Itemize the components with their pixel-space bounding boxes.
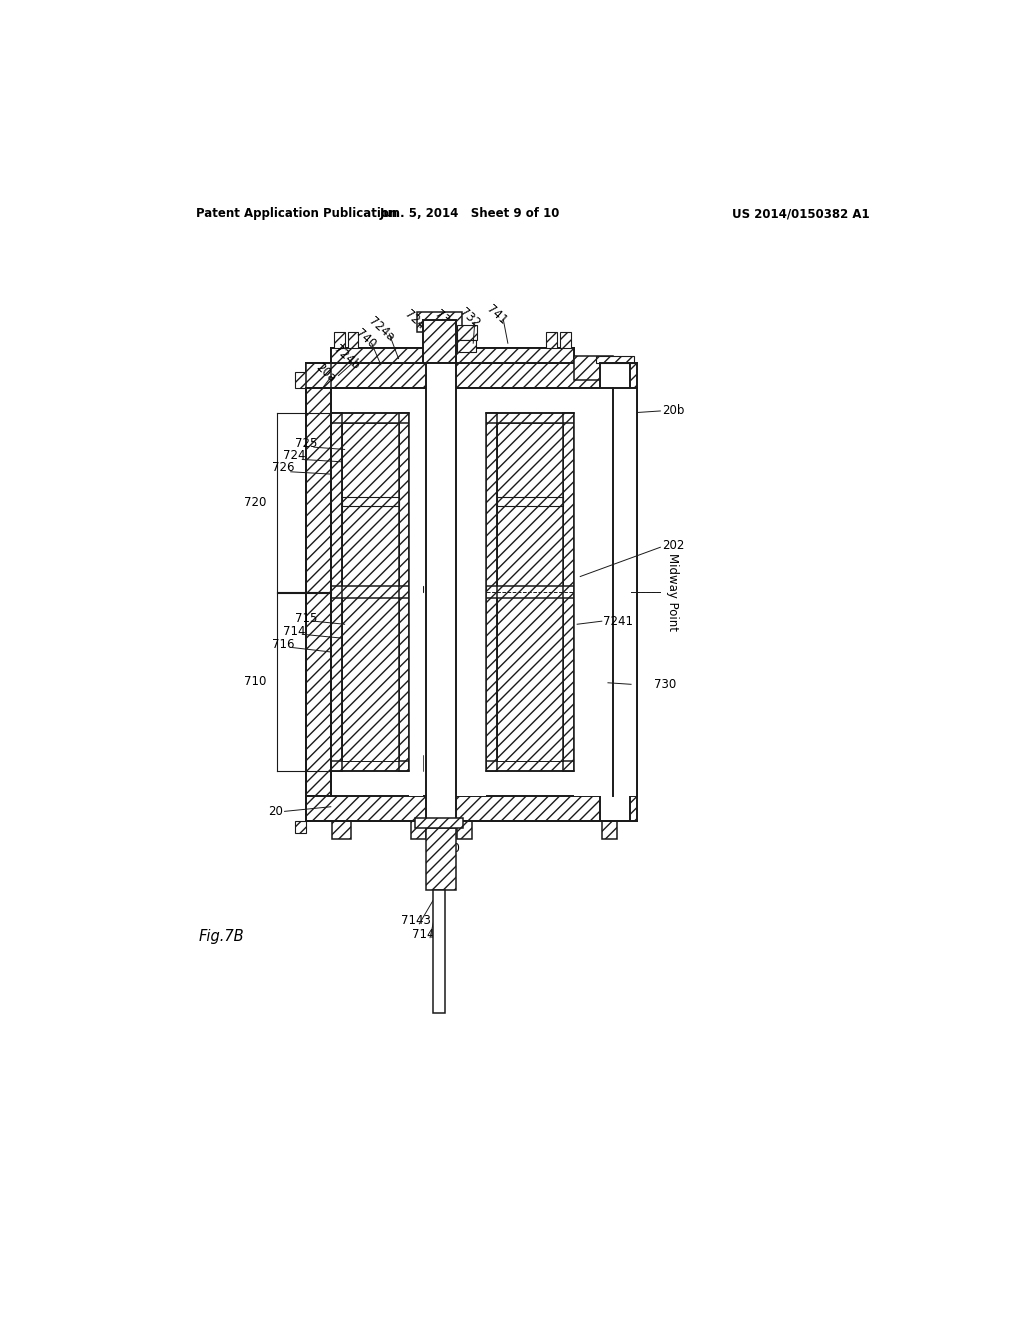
Bar	[306, 363, 331, 388]
Bar	[456, 388, 486, 796]
Text: US 2014/0150382 A1: US 2014/0150382 A1	[732, 207, 869, 220]
Bar	[497, 498, 563, 507]
Text: Patent Application Publication: Patent Application Publication	[196, 207, 397, 220]
Bar	[417, 313, 462, 333]
Bar	[334, 333, 345, 348]
Bar	[306, 363, 637, 388]
Text: 7141: 7141	[412, 928, 441, 941]
Text: 202: 202	[662, 539, 684, 552]
Bar	[331, 348, 574, 363]
Bar	[486, 412, 574, 424]
Bar	[410, 388, 423, 796]
Text: 740: 740	[352, 326, 378, 351]
Text: 741: 741	[484, 302, 510, 327]
Bar	[457, 341, 475, 352]
Bar	[612, 388, 637, 796]
Bar	[331, 586, 410, 598]
Bar	[333, 821, 351, 840]
Bar	[456, 756, 486, 771]
Bar	[456, 586, 486, 591]
Text: 730: 730	[654, 677, 677, 690]
Bar	[457, 821, 472, 840]
Bar	[574, 388, 612, 796]
Bar	[295, 372, 306, 388]
Bar	[306, 388, 331, 796]
Bar	[342, 591, 398, 760]
Text: 731: 731	[432, 308, 458, 333]
Text: 724d: 724d	[401, 308, 432, 338]
Bar	[416, 817, 463, 829]
Bar	[342, 424, 398, 591]
Text: 720: 720	[244, 496, 266, 508]
Bar	[411, 821, 426, 840]
Bar	[560, 333, 571, 348]
Bar	[547, 333, 557, 348]
Text: 716: 716	[271, 638, 294, 651]
Text: Fig.7B: Fig.7B	[199, 928, 244, 944]
Bar	[331, 412, 410, 424]
Bar	[602, 821, 617, 840]
Bar	[574, 355, 612, 380]
Text: Midway Point: Midway Point	[667, 553, 679, 631]
Bar	[563, 412, 574, 771]
Text: Jun. 5, 2014   Sheet 9 of 10: Jun. 5, 2014 Sheet 9 of 10	[379, 207, 559, 220]
Bar	[433, 890, 445, 1014]
Bar	[410, 756, 423, 771]
Text: 725: 725	[295, 437, 317, 450]
Bar	[331, 412, 342, 771]
Bar	[410, 586, 423, 591]
Text: 20b: 20b	[662, 404, 684, 417]
Bar	[486, 412, 497, 771]
Text: 710: 710	[244, 675, 266, 688]
Bar	[457, 325, 477, 341]
Bar	[600, 363, 630, 821]
Text: 726: 726	[271, 462, 294, 474]
Bar	[426, 363, 456, 821]
Bar	[497, 424, 563, 591]
Text: 20: 20	[268, 805, 283, 818]
Bar	[398, 412, 410, 771]
Text: 724a: 724a	[367, 314, 397, 345]
Bar	[486, 586, 574, 598]
Text: 20a: 20a	[312, 360, 338, 384]
Text: 7143: 7143	[400, 915, 431, 927]
Text: 724: 724	[284, 449, 306, 462]
Text: 20: 20	[445, 842, 460, 855]
Bar	[423, 321, 456, 363]
Bar	[331, 760, 410, 771]
Bar	[426, 829, 456, 890]
Text: 724b: 724b	[331, 342, 361, 372]
Bar	[497, 591, 563, 760]
Text: 714: 714	[284, 626, 306, 639]
Bar	[600, 388, 637, 796]
Text: 732: 732	[457, 305, 482, 330]
Text: 7241: 7241	[603, 615, 633, 628]
Bar	[342, 498, 398, 507]
Bar	[348, 333, 358, 348]
Text: 715: 715	[295, 612, 317, 626]
Bar	[295, 821, 306, 833]
Bar	[306, 796, 637, 821]
Bar	[331, 348, 574, 363]
Bar	[486, 760, 574, 771]
Bar	[596, 355, 634, 363]
